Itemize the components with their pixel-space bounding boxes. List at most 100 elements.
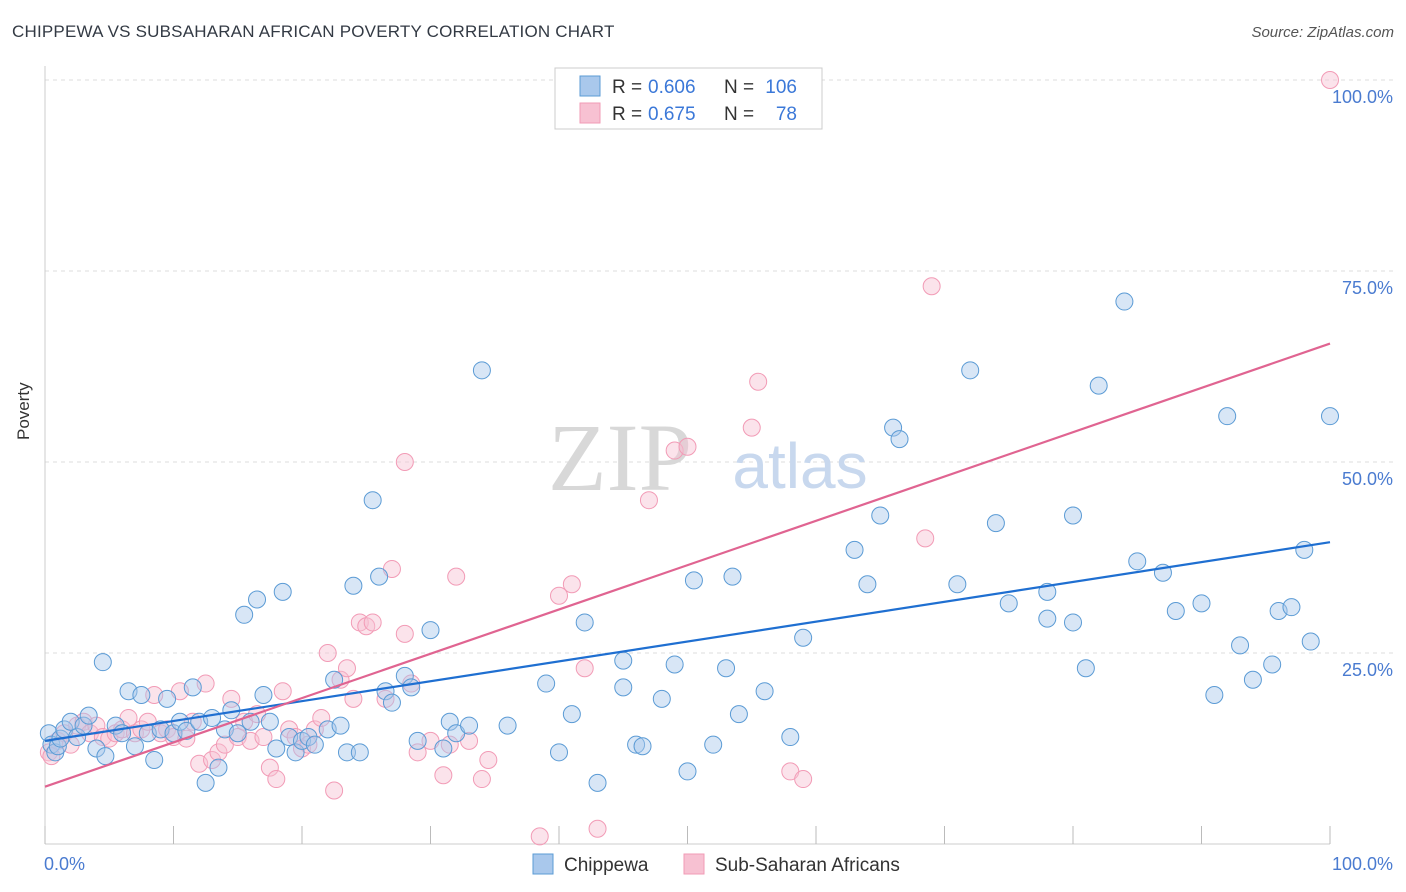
- data-point-chippewa: [498, 716, 517, 735]
- data-point-sub-saharan: [562, 575, 581, 594]
- legend-swatch-sub-saharan: [579, 102, 601, 124]
- legend-swatch-chippewa: [579, 75, 601, 97]
- data-point-chippewa: [999, 594, 1018, 613]
- data-point-chippewa: [652, 689, 671, 708]
- data-point-chippewa: [1064, 613, 1082, 632]
- data-point-sub-saharan: [550, 586, 568, 605]
- data-point-chippewa: [884, 418, 903, 437]
- data-point-sub-saharan: [588, 819, 607, 838]
- data-point-chippewa: [1064, 506, 1082, 525]
- data-point-sub-saharan: [363, 613, 382, 632]
- data-point-sub-saharan: [530, 827, 549, 846]
- data-point-chippewa: [1166, 601, 1185, 620]
- data-point-chippewa: [299, 728, 318, 747]
- data-point-chippewa: [421, 621, 440, 640]
- watermark-zip: ZIP: [548, 404, 692, 511]
- data-point-chippewa: [434, 739, 453, 758]
- stats-legend-box: R = 0.606 N = 106 R = 0.675 N = 78: [554, 67, 823, 130]
- data-point-sub-saharan: [254, 728, 273, 747]
- data-point-chippewa: [588, 773, 607, 792]
- data-point-chippewa: [87, 739, 106, 758]
- data-point-sub-saharan: [87, 716, 106, 735]
- data-point-chippewa: [79, 706, 98, 725]
- data-point-chippewa: [305, 735, 324, 754]
- data-point-chippewa: [440, 712, 459, 731]
- data-point-chippewa: [158, 689, 177, 708]
- data-point-chippewa: [1295, 540, 1314, 559]
- data-point-sub-saharan: [209, 743, 228, 762]
- data-point-sub-saharan: [325, 781, 344, 800]
- y-tick-label: 75.0%: [1342, 278, 1393, 298]
- data-point-chippewa: [723, 567, 742, 586]
- grid-lines: [45, 79, 1394, 654]
- data-point-sub-saharan: [312, 708, 331, 727]
- source-credit: Source: ZipAtlas.com: [1251, 24, 1394, 41]
- data-point-sub-saharan: [447, 567, 466, 586]
- data-point-sub-saharan: [678, 437, 697, 456]
- data-point-chippewa: [794, 628, 813, 647]
- x-tick-label: 0.0%: [44, 854, 85, 874]
- data-point-sub-saharan: [575, 659, 594, 678]
- data-point-chippewa: [729, 705, 748, 724]
- data-point-chippewa: [1218, 407, 1237, 426]
- data-point-sub-saharan: [260, 758, 279, 777]
- data-point-chippewa: [1263, 655, 1282, 674]
- data-point-sub-saharan: [922, 277, 941, 296]
- legend-r-value-1: 0.606: [648, 77, 696, 98]
- data-point-chippewa: [1205, 686, 1224, 705]
- data-point-sub-saharan: [479, 750, 498, 769]
- data-point-chippewa: [286, 743, 305, 762]
- data-point-chippewa: [755, 682, 774, 701]
- data-point-chippewa: [1038, 609, 1057, 628]
- bottom-legend-swatch-chippewa: [532, 853, 554, 875]
- data-point-chippewa: [125, 737, 144, 756]
- data-point-chippewa: [344, 576, 363, 595]
- legend-r-label-1: R =: [612, 77, 642, 98]
- data-point-chippewa: [575, 613, 594, 632]
- watermark: ZIP atlas: [548, 404, 868, 511]
- data-point-chippewa: [350, 743, 369, 762]
- series-chippewa-points: [39, 292, 1339, 792]
- data-point-chippewa: [1282, 598, 1301, 617]
- data-point-chippewa: [177, 721, 196, 740]
- data-point-sub-saharan: [916, 529, 935, 548]
- series-sub-saharan-points: [39, 71, 1339, 846]
- data-point-chippewa: [363, 491, 382, 510]
- data-point-chippewa: [325, 670, 344, 689]
- bottom-legend-label-sub-saharan: Sub-Saharan Africans: [715, 855, 900, 876]
- data-point-chippewa: [948, 575, 967, 594]
- data-point-chippewa: [781, 728, 800, 747]
- data-point-chippewa: [562, 705, 581, 724]
- data-point-chippewa: [235, 605, 254, 624]
- data-point-sub-saharan: [472, 770, 491, 789]
- data-point-sub-saharan: [337, 659, 356, 678]
- legend-r-value-2: 0.675: [648, 104, 696, 125]
- data-point-sub-saharan: [280, 720, 299, 739]
- trend-lines: [44, 342, 1331, 788]
- data-point-chippewa: [1231, 636, 1250, 655]
- data-point-chippewa: [627, 735, 646, 754]
- data-point-chippewa: [1076, 659, 1095, 678]
- data-point-chippewa: [267, 739, 286, 758]
- data-point-sub-saharan: [395, 624, 414, 643]
- data-point-chippewa: [684, 571, 703, 590]
- data-point-chippewa: [1321, 407, 1339, 426]
- legend-n-label-1: N =: [724, 77, 754, 98]
- data-point-chippewa: [550, 743, 568, 762]
- data-point-sub-saharan: [203, 750, 222, 769]
- data-point-chippewa: [845, 540, 864, 559]
- data-point-chippewa: [614, 651, 633, 670]
- series-legend: Chippewa Sub-Saharan Africans: [532, 853, 900, 876]
- data-point-chippewa: [370, 567, 389, 586]
- legend-r-label-2: R =: [612, 104, 642, 125]
- data-point-chippewa: [337, 743, 356, 762]
- trend-line-chippewa: [44, 541, 1331, 742]
- data-point-chippewa: [402, 678, 421, 697]
- data-point-chippewa: [704, 735, 723, 754]
- data-point-chippewa: [1301, 632, 1320, 651]
- data-point-chippewa: [254, 686, 273, 705]
- data-point-chippewa: [93, 653, 112, 672]
- data-point-chippewa: [961, 361, 980, 380]
- data-point-sub-saharan: [794, 770, 813, 789]
- data-point-sub-saharan: [639, 491, 658, 510]
